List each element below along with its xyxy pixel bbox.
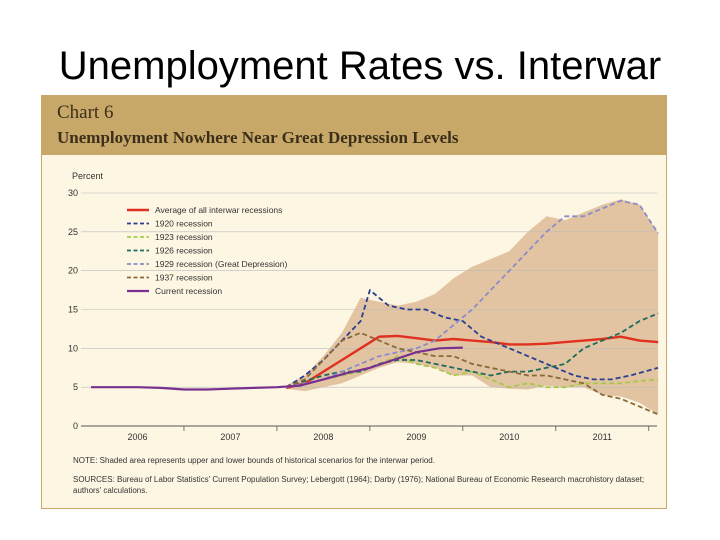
slide-title: Unemployment Rates vs. Interwar [58, 44, 662, 88]
x-tick-label: 2007 [220, 432, 240, 442]
chart-header: Chart 6 Unemployment Nowhere Near Great … [42, 96, 666, 155]
x-tick-label: 2006 [127, 432, 147, 442]
chart-title: Unemployment Nowhere Near Great Depressi… [57, 128, 459, 147]
legend-label-0: Average of all interwar recessions [155, 205, 282, 215]
y-axis-label: Percent [72, 171, 104, 181]
series-line-4 [286, 199, 659, 389]
legend-label-5: 1937 recession [155, 273, 213, 283]
x-tick-label: 2010 [499, 432, 519, 442]
y-tick-label: 10 [68, 343, 78, 353]
y-tick-label: 15 [68, 305, 78, 315]
y-tick-label: 20 [68, 266, 78, 276]
y-tick-label: 0 [73, 421, 78, 431]
x-tick-label: 2011 [593, 432, 612, 442]
series-line-3 [285, 312, 659, 389]
chart-note: NOTE: Shaded area represents upper and l… [73, 456, 435, 465]
x-tick-label: 2008 [313, 432, 333, 442]
legend-label-1: 1920 recession [155, 219, 213, 229]
series-line-5 [285, 331, 659, 416]
shaded-scenario-band [286, 199, 659, 415]
legend-label-3: 1926 recession [155, 246, 213, 256]
series-line-2 [286, 355, 659, 389]
series-line-0 [285, 334, 659, 390]
y-tick-label: 25 [68, 227, 78, 237]
y-tick-label: 5 [73, 382, 78, 392]
chart-figure: Chart 6 Unemployment Nowhere Near Great … [41, 95, 667, 509]
chart-sources: SOURCES: Bureau of Labor Statistics' Cur… [73, 475, 645, 495]
legend-label-6: Current recession [155, 286, 222, 296]
chart-number: Chart 6 [57, 102, 114, 123]
series-line-6 [91, 346, 463, 391]
legend-label-4: 1929 recession (Great Depression) [155, 259, 287, 269]
legend-label-2: 1923 recession [155, 232, 213, 242]
x-tick-label: 2009 [406, 432, 426, 442]
y-tick-label: 30 [68, 188, 78, 198]
line-chart: Percent 0 5 10 15 20 25 30 2006 2007 2008 2009 2010 2… [68, 171, 659, 442]
series-line-1 [285, 289, 659, 388]
